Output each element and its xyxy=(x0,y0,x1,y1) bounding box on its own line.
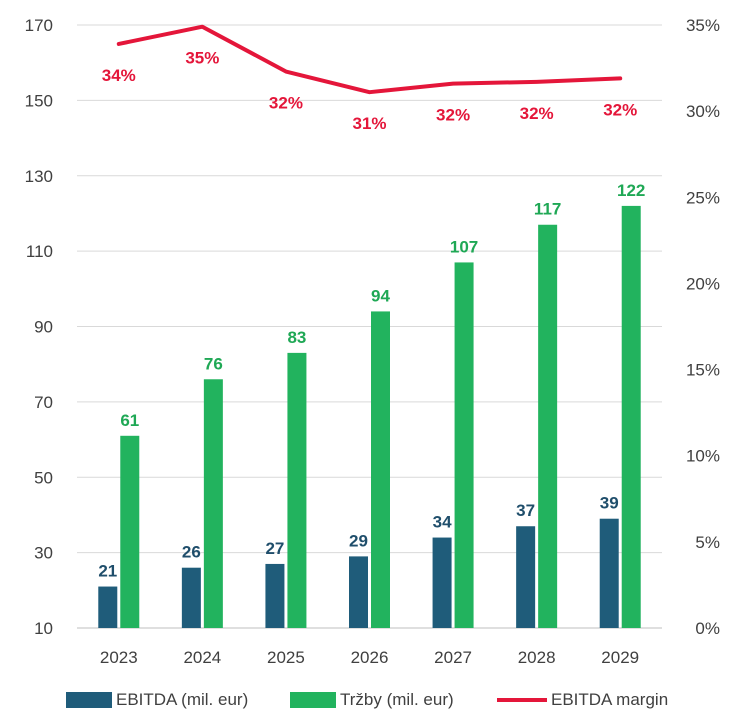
bar-ebitda xyxy=(432,537,452,628)
y-right-tick-label: 5% xyxy=(695,533,720,552)
y-left-tick-label: 150 xyxy=(25,91,53,110)
y-left-tick-label: 170 xyxy=(25,16,53,35)
data-label-trzby: 94 xyxy=(371,286,390,305)
bar-trzby xyxy=(203,379,223,628)
bar-trzby xyxy=(621,205,641,628)
data-label-margin: 32% xyxy=(436,106,470,125)
bar-ebitda xyxy=(98,586,118,628)
data-label-ebitda: 37 xyxy=(516,501,535,520)
bar-trzby xyxy=(371,311,390,628)
y-left-tick-label: 50 xyxy=(34,468,53,487)
bar-trzby xyxy=(120,435,140,628)
bar-trzby xyxy=(287,352,307,628)
y-right-tick-label: 20% xyxy=(686,274,720,293)
y-left-tick-label: 130 xyxy=(25,167,53,186)
data-label-trzby: 117 xyxy=(534,200,561,219)
x-tick-label: 2026 xyxy=(351,648,389,667)
y-right-tick-label: 10% xyxy=(686,447,720,466)
y-right-tick-label: 35% xyxy=(686,16,720,35)
y-left-tick-label: 70 xyxy=(34,393,53,412)
legend-item-trzby: Tržby (mil. eur) xyxy=(290,690,454,710)
data-label-trzby: 107 xyxy=(450,237,478,256)
data-label-ebitda: 21 xyxy=(98,562,117,581)
data-label-margin: 34% xyxy=(102,66,136,85)
data-label-trzby: 122 xyxy=(617,181,645,200)
legend: EBITDA (mil. eur) Tržby (mil. eur) EBITD… xyxy=(0,690,729,718)
bar-ebitda xyxy=(516,526,536,628)
data-label-margin: 32% xyxy=(269,94,303,113)
x-tick-label: 2025 xyxy=(267,648,305,667)
bar-ebitda xyxy=(349,556,368,628)
y-left-tick-label: 110 xyxy=(26,242,53,261)
x-tick-label: 2029 xyxy=(601,648,639,667)
x-tick-label: 2023 xyxy=(100,648,138,667)
y-right-tick-label: 0% xyxy=(695,619,720,638)
combo-chart: 10 30 50 70 90 110 130 150 170 0% 5% 10% 15% 20% 25% 30… xyxy=(25,16,720,667)
data-label-margin: 32% xyxy=(520,104,554,123)
data-label-margin: 32% xyxy=(603,100,637,119)
data-label-margin: 31% xyxy=(352,114,386,133)
y-left-tick-label: 90 xyxy=(34,318,53,337)
legend-swatch-ebitda xyxy=(66,692,112,708)
bar-ebitda xyxy=(599,518,619,628)
bar-trzby xyxy=(538,224,558,628)
bar-ebitda xyxy=(181,567,201,628)
y-right-tick-label: 25% xyxy=(686,188,720,207)
bar-ebitda xyxy=(265,563,285,628)
legend-swatch-margin xyxy=(497,698,547,702)
data-label-ebitda: 34 xyxy=(433,513,452,532)
y-right-tick-label: 15% xyxy=(686,361,720,380)
x-tick-label: 2027 xyxy=(434,648,472,667)
legend-swatch-trzby xyxy=(290,692,336,708)
data-label-ebitda: 29 xyxy=(349,531,368,550)
data-label-ebitda: 39 xyxy=(600,494,619,513)
y-left-tick-label: 10 xyxy=(34,619,53,638)
data-label-ebitda: 27 xyxy=(265,539,284,558)
data-label-trzby: 61 xyxy=(120,411,139,430)
y-left-tick-label: 30 xyxy=(34,544,53,563)
legend-item-ebitda: EBITDA (mil. eur) xyxy=(66,690,248,710)
legend-label-ebitda: EBITDA (mil. eur) xyxy=(116,690,249,709)
data-label-trzby: 76 xyxy=(204,354,223,373)
x-tick-label: 2028 xyxy=(518,648,556,667)
data-label-trzby: 83 xyxy=(287,328,306,347)
legend-item-margin: EBITDA margin xyxy=(497,690,668,710)
data-label-margin: 35% xyxy=(185,49,219,68)
data-label-ebitda: 26 xyxy=(182,543,201,562)
y-right-tick-label: 30% xyxy=(686,102,720,121)
x-tick-label: 2024 xyxy=(183,648,221,667)
bar-trzby xyxy=(454,262,474,628)
legend-label-margin: EBITDA margin xyxy=(551,690,669,709)
legend-label-trzby: Tržby (mil. eur) xyxy=(340,690,454,709)
series-line-ebitda-margin xyxy=(116,24,623,95)
